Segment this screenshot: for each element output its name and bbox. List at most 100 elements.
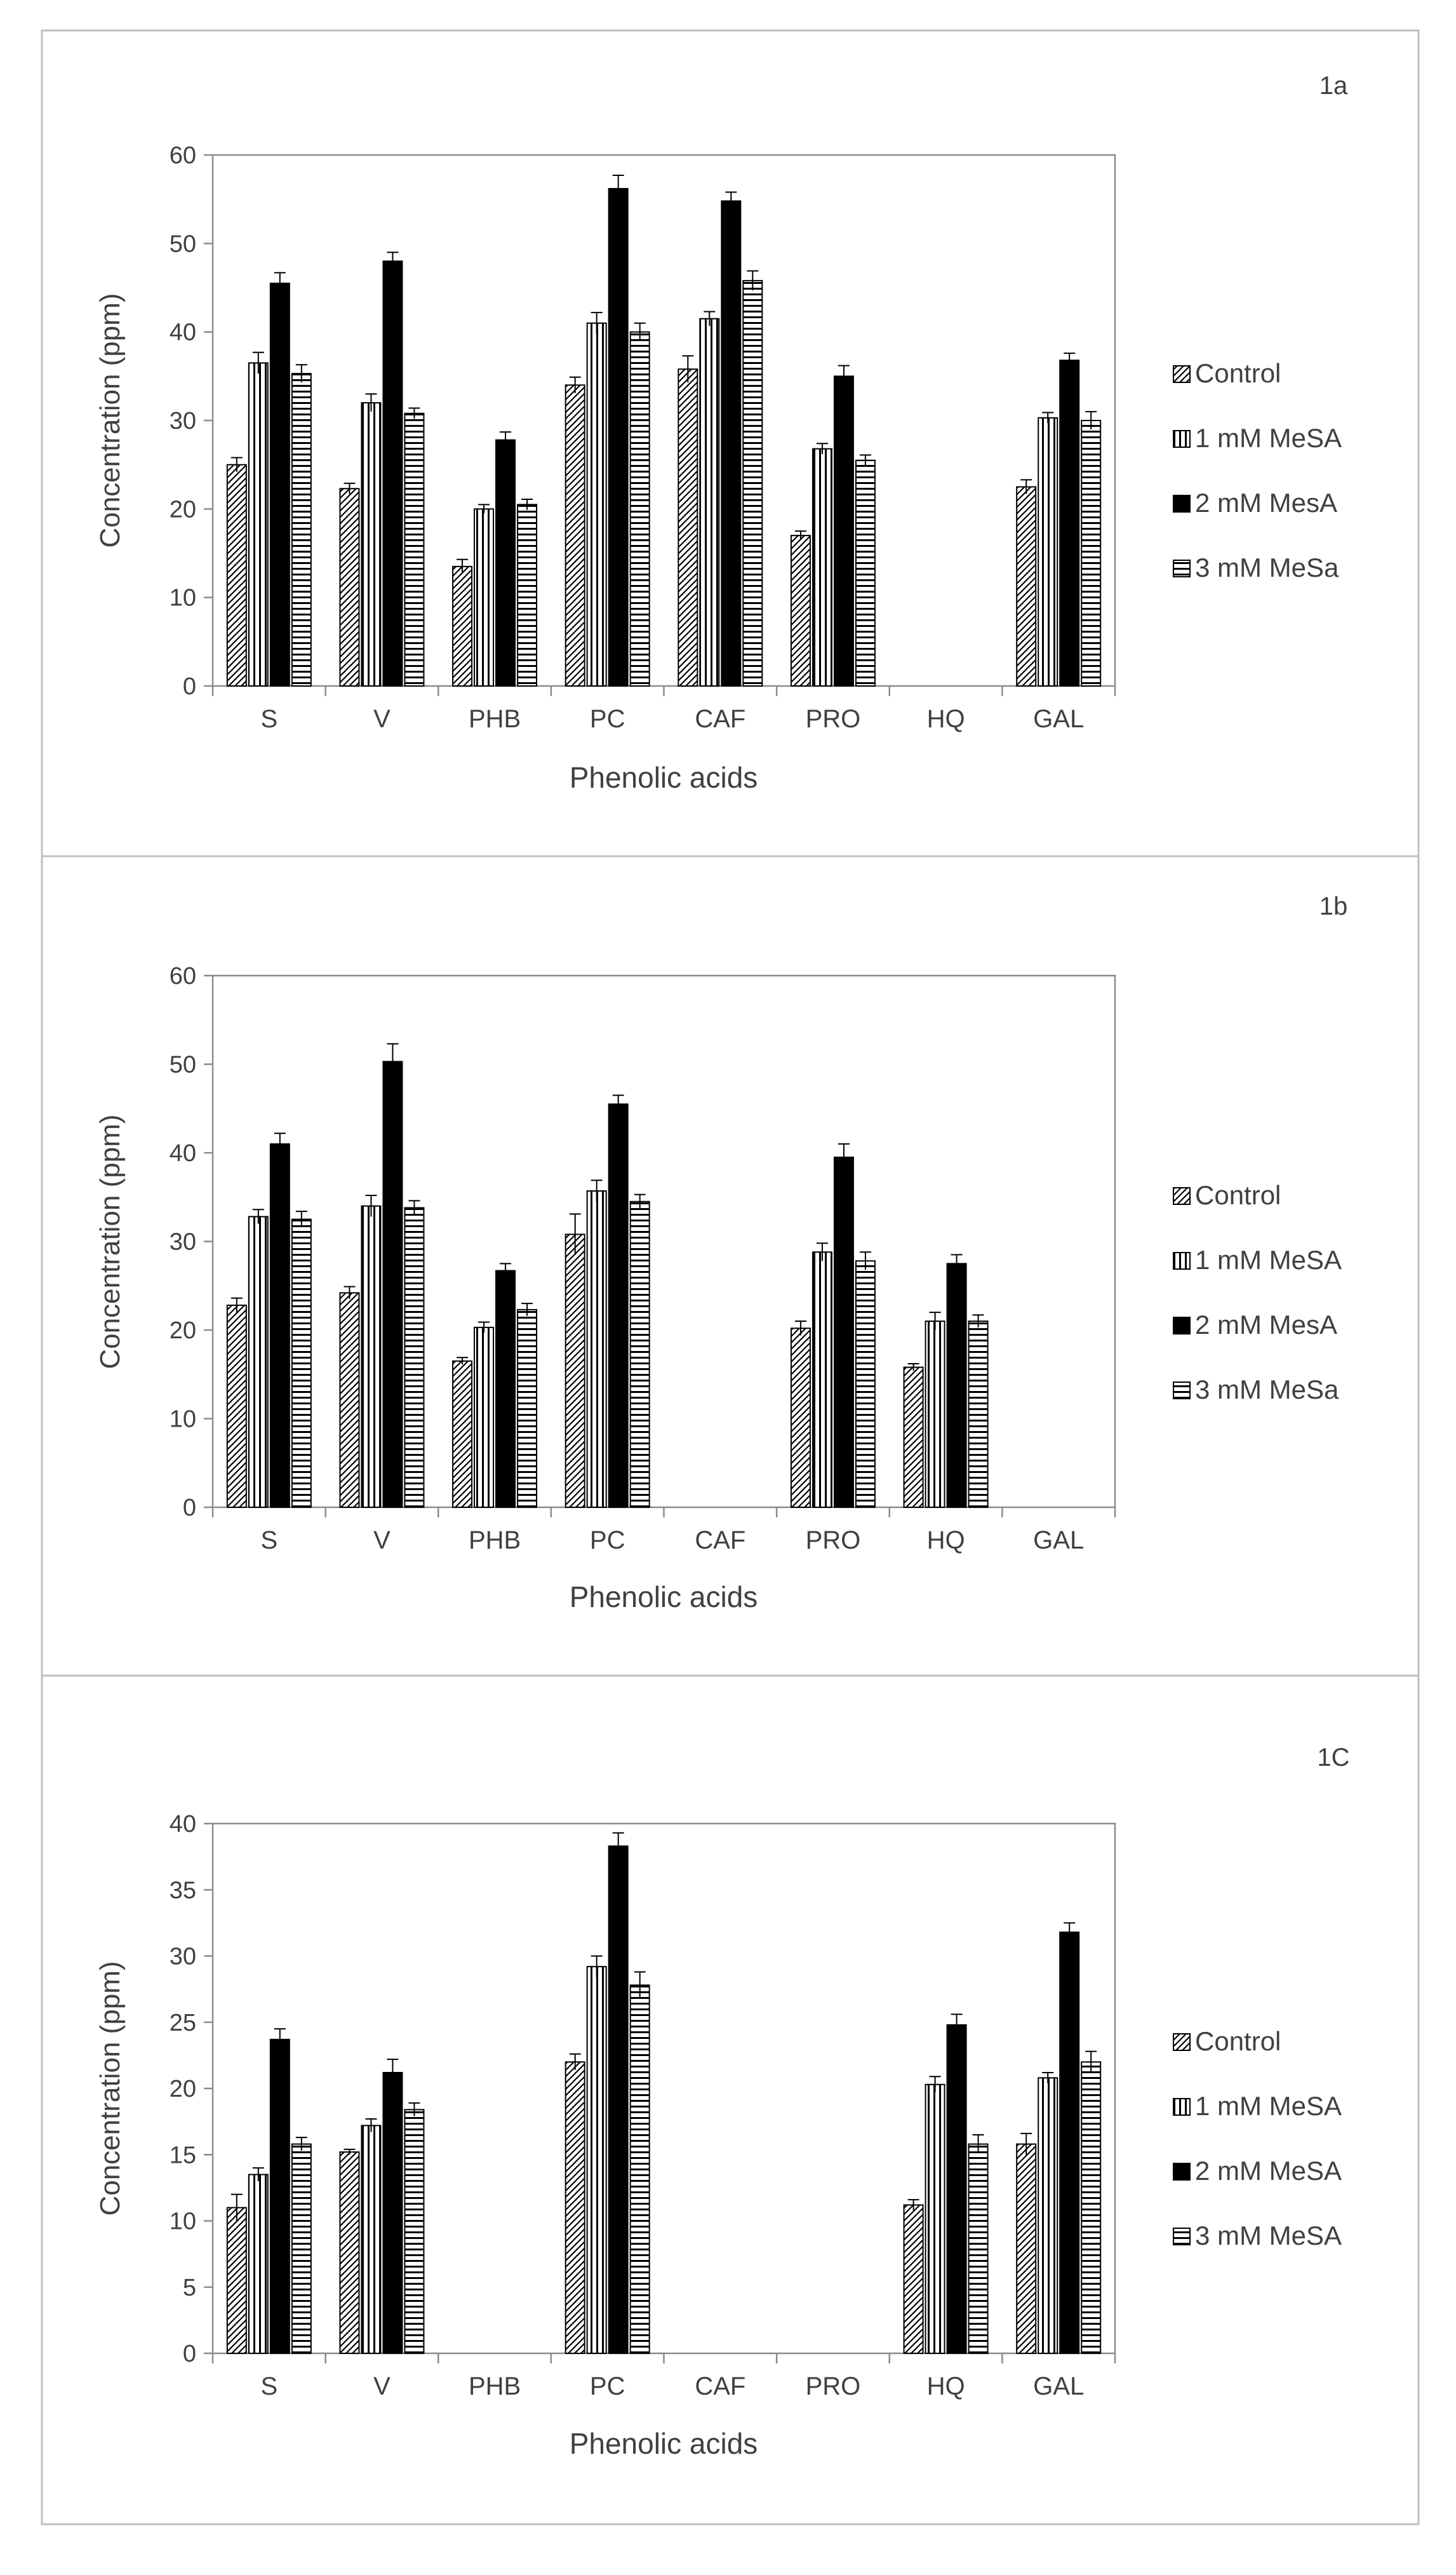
x-tick-label: PRO <box>806 705 861 733</box>
legend-swatch <box>1173 2228 1191 2245</box>
bar <box>742 279 763 687</box>
y-tick-label: 0 <box>183 2341 196 2367</box>
x-tick-label: HQ <box>927 705 965 733</box>
y-axis-label: Concentration (ppm) <box>95 1961 126 2215</box>
bar <box>903 1366 924 1509</box>
bar <box>608 1103 629 1508</box>
x-tick-label: PHB <box>469 705 521 733</box>
bar <box>1059 360 1080 687</box>
x-tick-label: CAF <box>695 705 745 733</box>
bar <box>1059 1931 1080 2354</box>
bar <box>1081 420 1102 687</box>
bar <box>564 1234 585 1508</box>
bar <box>382 2071 403 2354</box>
x-tick-label: PHB <box>469 2372 521 2400</box>
x-tick-label: PC <box>590 705 625 733</box>
x-tick-label: V <box>373 705 391 733</box>
y-tick-label: 50 <box>170 1052 196 1079</box>
y-tick-label: 10 <box>170 1406 196 1433</box>
y-tick-label: 20 <box>170 2076 196 2102</box>
bar <box>925 2083 945 2355</box>
chart-panel-2: 0 5 10 15 20 25 30 35 40 S V PHB PC CAF PRO HQ GAL Concen… <box>41 1674 1420 2525</box>
y-tick-label: 20 <box>170 496 196 523</box>
x-tick-label: PHB <box>469 1526 521 1554</box>
legend-label: Control <box>1195 1180 1281 1210</box>
y-tick-label: 60 <box>170 142 196 169</box>
legend-label: 1 mM MeSA <box>1195 1245 1342 1275</box>
x-tick-label: S <box>260 705 277 733</box>
y-tick-label: 25 <box>170 2010 196 2036</box>
y-tick-label: 5 <box>183 2275 196 2301</box>
legend-swatch <box>1173 2163 1191 2181</box>
legend-label: 3 mM MeSA <box>1195 2221 1342 2250</box>
y-tick-label: 40 <box>170 319 196 346</box>
bar <box>925 1321 945 1509</box>
bar <box>1016 2143 1037 2355</box>
legend-swatch <box>1173 365 1191 383</box>
x-tick-label: V <box>373 1526 391 1554</box>
bar <box>269 2038 290 2354</box>
x-tick-label: GAL <box>1033 2372 1084 2400</box>
bar <box>269 1143 290 1509</box>
bar <box>1038 2077 1059 2355</box>
bar <box>586 1190 607 1508</box>
x-tick-label: GAL <box>1033 1526 1084 1554</box>
legend-label: 2 mM MesA <box>1195 1310 1337 1340</box>
bar <box>721 200 742 687</box>
y-tick-label: 10 <box>170 585 196 612</box>
bar <box>248 1216 269 1508</box>
bar <box>361 1205 382 1508</box>
legend-swatch <box>1173 560 1191 577</box>
legend-label: Control <box>1195 358 1281 388</box>
y-tick-label: 60 <box>170 963 196 990</box>
bar <box>404 2109 425 2355</box>
bar <box>361 402 382 687</box>
panel-frame <box>41 1674 1420 2525</box>
bar <box>968 2143 989 2355</box>
bar <box>833 375 854 687</box>
bar <box>946 2024 967 2354</box>
y-tick-label: 40 <box>170 1140 196 1167</box>
bar <box>474 1326 495 1508</box>
bar <box>855 459 876 687</box>
legend-label: 1 mM MeSA <box>1195 2091 1342 2121</box>
bar <box>291 2143 312 2355</box>
bar <box>226 1304 247 1508</box>
y-tick-label: 30 <box>170 1229 196 1256</box>
x-axis-label: Phenolic acids <box>570 2427 758 2460</box>
x-tick-label: CAF <box>695 1526 745 1554</box>
bar <box>586 322 607 687</box>
legend-swatch <box>1173 430 1191 448</box>
legend-swatch <box>1173 2033 1191 2051</box>
legend-swatch <box>1173 1252 1191 1270</box>
y-tick-label: 15 <box>170 2142 196 2168</box>
bar <box>495 1270 516 1509</box>
legend-swatch <box>1173 1382 1191 1399</box>
panel-label: 1a <box>1319 72 1348 100</box>
y-axis-label: Concentration (ppm) <box>95 1114 126 1369</box>
x-tick-label: HQ <box>927 1526 965 1554</box>
bar <box>790 1328 811 1508</box>
bar <box>608 187 629 687</box>
panel-label: 1b <box>1319 892 1348 920</box>
bar <box>382 1061 403 1508</box>
bar <box>404 412 425 687</box>
bar <box>339 488 360 687</box>
bar <box>452 1360 473 1508</box>
x-tick-label: PRO <box>806 1526 861 1554</box>
x-tick-label: S <box>260 1526 277 1554</box>
x-axis-label: Phenolic acids <box>570 1580 758 1613</box>
bar <box>699 318 720 687</box>
bar <box>517 1308 538 1509</box>
legend-swatch <box>1173 2098 1191 2116</box>
legend-label: Control <box>1195 2026 1281 2056</box>
bar <box>586 1966 607 2354</box>
legend-label: 2 mM MeSA <box>1195 2156 1342 2186</box>
panel-label: 1C <box>1317 1744 1349 1772</box>
x-tick-label: V <box>373 2372 391 2400</box>
chart-panel-1: 0 10 20 30 40 50 60 S V PHB PC CAF PRO HQ GAL Concentra… <box>41 855 1420 1677</box>
y-tick-label: 30 <box>170 1944 196 1970</box>
legend-swatch <box>1173 1187 1191 1205</box>
legend-label: 3 mM MeSa <box>1195 553 1339 582</box>
